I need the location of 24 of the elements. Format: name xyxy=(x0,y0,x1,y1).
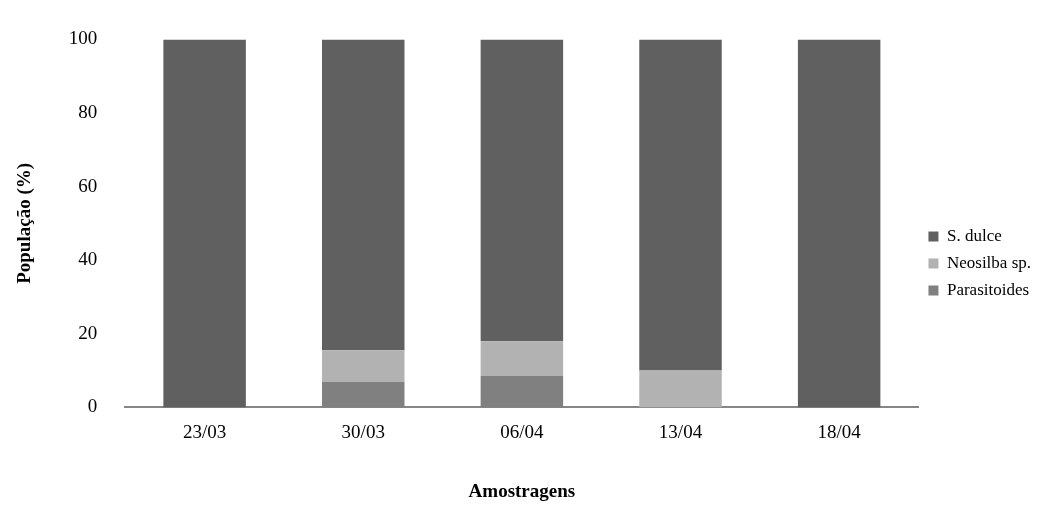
legend-label: Parasitoides xyxy=(946,279,1030,299)
bar xyxy=(163,39,246,408)
y-tick-label: 40 xyxy=(78,248,98,270)
x-tick-label: 30/03 xyxy=(341,420,385,442)
x-tick-label: 13/04 xyxy=(658,420,703,442)
bar xyxy=(797,39,881,408)
legend-label: Neosilba sp. xyxy=(946,252,1031,272)
x-tick-label: 18/04 xyxy=(817,420,862,442)
y-tick-label: 20 xyxy=(78,321,98,343)
bar xyxy=(480,39,564,342)
bar xyxy=(480,341,564,377)
bar xyxy=(322,350,405,382)
legend-label: S. dulce xyxy=(946,225,1002,245)
bar xyxy=(639,39,722,371)
y-tick-label: 80 xyxy=(78,100,98,122)
y-tick-label: 60 xyxy=(78,174,98,196)
y-tick-label: 0 xyxy=(87,395,98,417)
bar xyxy=(639,370,722,408)
x-tick-label: 06/04 xyxy=(500,420,545,442)
bar xyxy=(322,39,405,351)
y-tick-label: 100 xyxy=(68,27,98,49)
y-axis-title: População (%) xyxy=(13,162,36,284)
x-axis-title: Amostragens xyxy=(468,479,576,501)
x-tick-label: 23/03 xyxy=(182,420,227,442)
